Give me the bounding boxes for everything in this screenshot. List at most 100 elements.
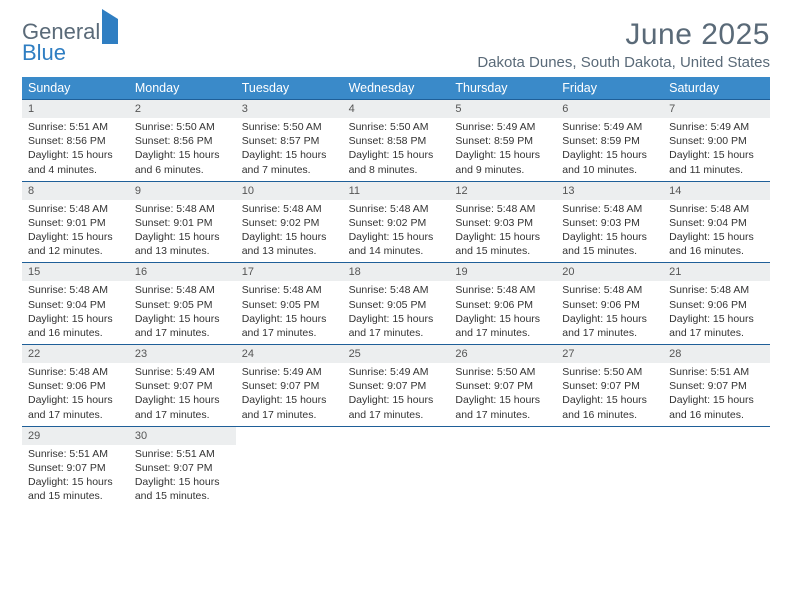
day-detail: Sunrise: 5:48 AMSunset: 9:06 PMDaylight:… — [22, 363, 129, 426]
day-number: 2 — [129, 100, 236, 118]
day-detail: Sunrise: 5:50 AMSunset: 8:57 PMDaylight:… — [236, 118, 343, 181]
sunrise-line: Sunrise: 5:49 AM — [242, 365, 337, 379]
sunrise-line: Sunrise: 5:48 AM — [562, 202, 657, 216]
day-number: 8 — [22, 182, 129, 200]
day-cell: 12Sunrise: 5:48 AMSunset: 9:03 PMDayligh… — [449, 182, 556, 263]
sunrise-line: Sunrise: 5:50 AM — [455, 365, 550, 379]
day-number: 17 — [236, 263, 343, 281]
day-number: 10 — [236, 182, 343, 200]
day-number: 29 — [22, 427, 129, 445]
sunrise-line: Sunrise: 5:49 AM — [135, 365, 230, 379]
title-block: June 2025 Dakota Dunes, South Dakota, Un… — [477, 18, 770, 71]
sunset-line: Sunset: 9:07 PM — [669, 379, 764, 393]
sunset-line: Sunset: 8:58 PM — [349, 134, 444, 148]
sunset-line: Sunset: 9:07 PM — [135, 461, 230, 475]
sunset-line: Sunset: 9:07 PM — [135, 379, 230, 393]
empty-cell — [663, 427, 770, 508]
day-cell: 7Sunrise: 5:49 AMSunset: 9:00 PMDaylight… — [663, 100, 770, 181]
day-detail: Sunrise: 5:48 AMSunset: 9:03 PMDaylight:… — [449, 200, 556, 263]
daylight-line: Daylight: 15 hours and 17 minutes. — [242, 393, 337, 421]
daylight-line: Daylight: 15 hours and 15 minutes. — [135, 475, 230, 503]
day-detail: Sunrise: 5:48 AMSunset: 9:06 PMDaylight:… — [556, 281, 663, 344]
sunset-line: Sunset: 9:06 PM — [669, 298, 764, 312]
daylight-line: Daylight: 15 hours and 8 minutes. — [349, 148, 444, 176]
daylight-line: Daylight: 15 hours and 13 minutes. — [242, 230, 337, 258]
sunset-line: Sunset: 9:05 PM — [242, 298, 337, 312]
daylight-line: Daylight: 15 hours and 17 minutes. — [135, 312, 230, 340]
dow-friday: Friday — [556, 77, 663, 99]
day-detail: Sunrise: 5:48 AMSunset: 9:05 PMDaylight:… — [236, 281, 343, 344]
sunrise-line: Sunrise: 5:50 AM — [562, 365, 657, 379]
sunset-line: Sunset: 8:56 PM — [28, 134, 123, 148]
day-number: 13 — [556, 182, 663, 200]
day-detail: Sunrise: 5:51 AMSunset: 8:56 PMDaylight:… — [22, 118, 129, 181]
page: General Blue June 2025 Dakota Dunes, Sou… — [0, 0, 792, 519]
daylight-line: Daylight: 15 hours and 17 minutes. — [135, 393, 230, 421]
sunset-line: Sunset: 9:06 PM — [455, 298, 550, 312]
sunrise-line: Sunrise: 5:48 AM — [349, 283, 444, 297]
sunrise-line: Sunrise: 5:49 AM — [455, 120, 550, 134]
sunset-line: Sunset: 9:07 PM — [28, 461, 123, 475]
sunset-line: Sunset: 9:02 PM — [349, 216, 444, 230]
day-cell: 3Sunrise: 5:50 AMSunset: 8:57 PMDaylight… — [236, 100, 343, 181]
day-detail: Sunrise: 5:49 AMSunset: 9:00 PMDaylight:… — [663, 118, 770, 181]
day-cell: 1Sunrise: 5:51 AMSunset: 8:56 PMDaylight… — [22, 100, 129, 181]
dow-saturday: Saturday — [663, 77, 770, 99]
day-cell: 8Sunrise: 5:48 AMSunset: 9:01 PMDaylight… — [22, 182, 129, 263]
daylight-line: Daylight: 15 hours and 17 minutes. — [349, 312, 444, 340]
daylight-line: Daylight: 15 hours and 17 minutes. — [349, 393, 444, 421]
daylight-line: Daylight: 15 hours and 12 minutes. — [28, 230, 123, 258]
sunset-line: Sunset: 9:02 PM — [242, 216, 337, 230]
daylight-line: Daylight: 15 hours and 17 minutes. — [669, 312, 764, 340]
sunset-line: Sunset: 9:06 PM — [28, 379, 123, 393]
empty-cell — [236, 427, 343, 508]
day-detail: Sunrise: 5:49 AMSunset: 9:07 PMDaylight:… — [129, 363, 236, 426]
sunset-line: Sunset: 9:07 PM — [455, 379, 550, 393]
day-cell: 10Sunrise: 5:48 AMSunset: 9:02 PMDayligh… — [236, 182, 343, 263]
daylight-line: Daylight: 15 hours and 16 minutes. — [669, 393, 764, 421]
sunrise-line: Sunrise: 5:51 AM — [28, 447, 123, 461]
sunset-line: Sunset: 9:04 PM — [669, 216, 764, 230]
sunrise-line: Sunrise: 5:51 AM — [28, 120, 123, 134]
header: General Blue June 2025 Dakota Dunes, Sou… — [22, 18, 770, 71]
day-number: 12 — [449, 182, 556, 200]
dow-tuesday: Tuesday — [236, 77, 343, 99]
sunset-line: Sunset: 8:59 PM — [562, 134, 657, 148]
week-row: 8Sunrise: 5:48 AMSunset: 9:01 PMDaylight… — [22, 181, 770, 263]
sunset-line: Sunset: 9:00 PM — [669, 134, 764, 148]
daylight-line: Daylight: 15 hours and 4 minutes. — [28, 148, 123, 176]
sunset-line: Sunset: 9:03 PM — [455, 216, 550, 230]
sunrise-line: Sunrise: 5:48 AM — [28, 202, 123, 216]
sunrise-line: Sunrise: 5:48 AM — [669, 202, 764, 216]
sunrise-line: Sunrise: 5:50 AM — [242, 120, 337, 134]
sunset-line: Sunset: 8:57 PM — [242, 134, 337, 148]
day-cell: 25Sunrise: 5:49 AMSunset: 9:07 PMDayligh… — [343, 345, 450, 426]
day-number: 4 — [343, 100, 450, 118]
day-detail: Sunrise: 5:48 AMSunset: 9:01 PMDaylight:… — [22, 200, 129, 263]
sunrise-line: Sunrise: 5:48 AM — [669, 283, 764, 297]
location: Dakota Dunes, South Dakota, United State… — [477, 54, 770, 71]
sunrise-line: Sunrise: 5:49 AM — [349, 365, 444, 379]
day-detail: Sunrise: 5:49 AMSunset: 8:59 PMDaylight:… — [556, 118, 663, 181]
day-cell: 4Sunrise: 5:50 AMSunset: 8:58 PMDaylight… — [343, 100, 450, 181]
day-detail: Sunrise: 5:49 AMSunset: 8:59 PMDaylight:… — [449, 118, 556, 181]
day-cell: 26Sunrise: 5:50 AMSunset: 9:07 PMDayligh… — [449, 345, 556, 426]
day-detail: Sunrise: 5:48 AMSunset: 9:01 PMDaylight:… — [129, 200, 236, 263]
day-number: 24 — [236, 345, 343, 363]
sunrise-line: Sunrise: 5:48 AM — [455, 202, 550, 216]
day-cell: 21Sunrise: 5:48 AMSunset: 9:06 PMDayligh… — [663, 263, 770, 344]
day-number: 1 — [22, 100, 129, 118]
day-number: 5 — [449, 100, 556, 118]
day-cell: 6Sunrise: 5:49 AMSunset: 8:59 PMDaylight… — [556, 100, 663, 181]
day-cell: 30Sunrise: 5:51 AMSunset: 9:07 PMDayligh… — [129, 427, 236, 508]
day-cell: 14Sunrise: 5:48 AMSunset: 9:04 PMDayligh… — [663, 182, 770, 263]
dow-monday: Monday — [129, 77, 236, 99]
day-detail: Sunrise: 5:48 AMSunset: 9:02 PMDaylight:… — [343, 200, 450, 263]
day-cell: 5Sunrise: 5:49 AMSunset: 8:59 PMDaylight… — [449, 100, 556, 181]
day-detail: Sunrise: 5:51 AMSunset: 9:07 PMDaylight:… — [129, 445, 236, 508]
daylight-line: Daylight: 15 hours and 9 minutes. — [455, 148, 550, 176]
logo-triangle-icon — [102, 9, 118, 44]
empty-cell — [343, 427, 450, 508]
empty-cell — [449, 427, 556, 508]
day-detail: Sunrise: 5:48 AMSunset: 9:03 PMDaylight:… — [556, 200, 663, 263]
